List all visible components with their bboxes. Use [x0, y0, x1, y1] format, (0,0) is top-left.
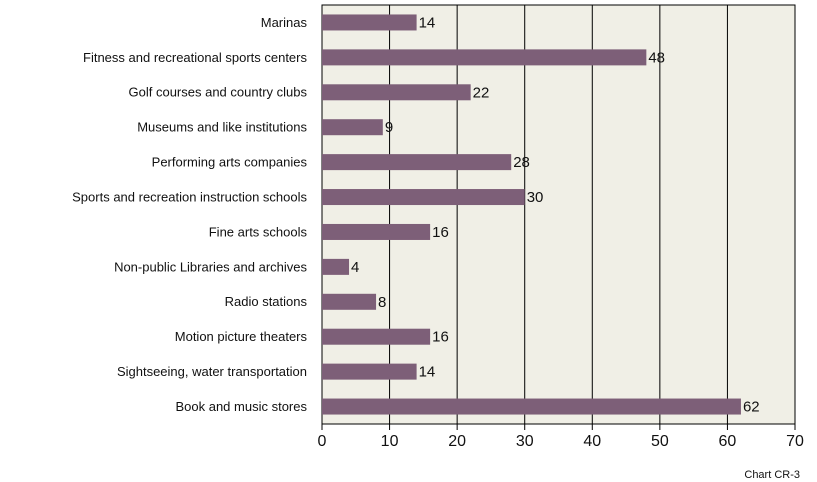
bar — [322, 84, 471, 101]
bar — [322, 363, 417, 380]
bar — [322, 258, 350, 275]
value-label: 48 — [648, 49, 665, 66]
value-label: 14 — [419, 14, 436, 31]
bar — [322, 293, 377, 310]
value-label: 16 — [432, 329, 449, 346]
x-tick-label: 30 — [516, 433, 534, 450]
value-label: 22 — [473, 84, 490, 101]
value-label: 14 — [419, 364, 436, 381]
y-tick-label: Non-public Libraries and archives — [114, 259, 307, 274]
value-label: 30 — [527, 189, 544, 206]
y-tick-label: Museums and like institutions — [137, 120, 307, 135]
y-tick-label: Fitness and recreational sports centers — [83, 50, 307, 65]
bar — [322, 328, 431, 345]
value-label: 16 — [432, 224, 449, 241]
value-label: 4 — [351, 259, 359, 276]
value-label: 28 — [513, 154, 530, 171]
annotation: Chart CR-3 — [744, 469, 800, 481]
x-tick-label: 10 — [381, 433, 399, 450]
x-tick-label: 50 — [651, 433, 669, 450]
y-tick-label: Sports and recreation instruction school… — [72, 189, 307, 204]
value-label: 9 — [385, 119, 393, 136]
x-tick-label: 20 — [448, 433, 466, 450]
bar — [322, 223, 431, 240]
plot-area — [321, 4, 796, 425]
bar — [322, 154, 512, 171]
y-tick-label: Golf courses and country clubs — [129, 85, 308, 100]
y-tick-label: Radio stations — [225, 294, 308, 309]
value-label: 8 — [378, 294, 386, 311]
y-tick-label: Marinas — [261, 15, 308, 30]
bar — [322, 14, 417, 31]
y-tick-label: Book and music stores — [175, 399, 307, 414]
y-tick-label: Motion picture theaters — [175, 329, 308, 344]
bar — [322, 189, 525, 206]
x-tick-label: 0 — [318, 433, 327, 450]
y-tick-label: Performing arts companies — [152, 155, 308, 170]
bar — [322, 398, 741, 415]
y-tick-label: Fine arts schools — [209, 224, 308, 239]
x-tick-label: 70 — [786, 433, 804, 450]
x-tick-label: 40 — [583, 433, 601, 450]
bar — [322, 49, 647, 66]
y-tick-label: Sightseeing, water transportation — [117, 364, 307, 379]
x-tick-label: 60 — [719, 433, 737, 450]
value-label: 62 — [743, 399, 760, 416]
bar — [322, 119, 383, 136]
